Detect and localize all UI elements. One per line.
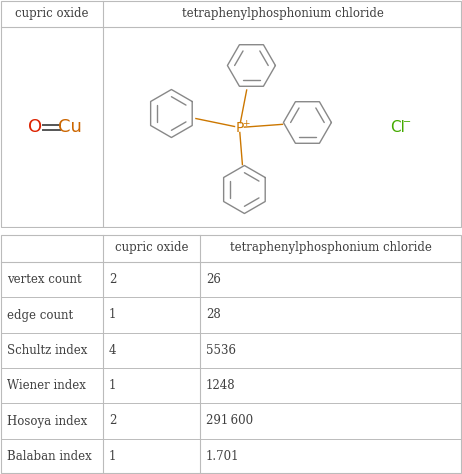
- Text: 2: 2: [109, 273, 116, 286]
- Text: 1.701: 1.701: [206, 450, 239, 463]
- Text: P: P: [235, 120, 243, 135]
- Text: 1: 1: [109, 309, 116, 321]
- Text: +: +: [242, 119, 249, 128]
- Text: cupric oxide: cupric oxide: [15, 8, 88, 20]
- Text: 26: 26: [206, 273, 221, 286]
- Text: Balaban index: Balaban index: [7, 450, 92, 463]
- Text: 1: 1: [109, 379, 116, 392]
- Text: 28: 28: [206, 309, 221, 321]
- Text: tetraphenylphosphonium chloride: tetraphenylphosphonium chloride: [182, 8, 383, 20]
- Text: 2: 2: [109, 414, 116, 428]
- Text: edge count: edge count: [7, 309, 73, 321]
- Text: tetraphenylphosphonium chloride: tetraphenylphosphonium chloride: [230, 241, 432, 255]
- Text: Wiener index: Wiener index: [7, 379, 86, 392]
- Text: Schultz index: Schultz index: [7, 344, 87, 357]
- Text: cupric oxide: cupric oxide: [115, 241, 188, 255]
- Text: Cu: Cu: [58, 118, 81, 137]
- Text: −: −: [403, 118, 412, 128]
- Text: 5536: 5536: [206, 344, 236, 357]
- Text: Cl: Cl: [390, 120, 405, 135]
- Text: 1248: 1248: [206, 379, 236, 392]
- Text: 291 600: 291 600: [206, 414, 253, 428]
- Text: 4: 4: [109, 344, 116, 357]
- Text: vertex count: vertex count: [7, 273, 82, 286]
- Text: 1: 1: [109, 450, 116, 463]
- Text: Hosoya index: Hosoya index: [7, 414, 87, 428]
- Text: O: O: [29, 118, 43, 137]
